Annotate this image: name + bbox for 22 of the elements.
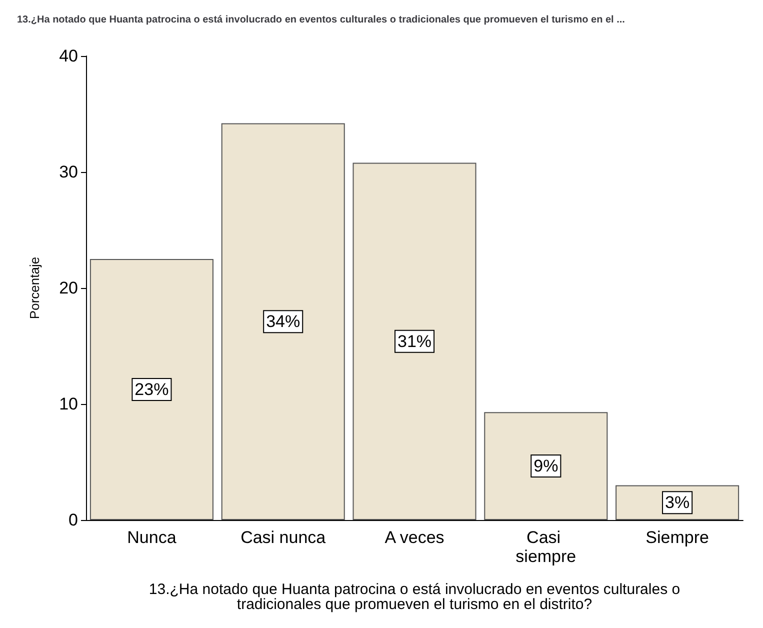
x-tick-label: Nunca [127,528,177,547]
x-tick-label: Siempre [646,528,709,547]
bar [90,259,214,520]
y-tick-label: 30 [59,162,78,182]
y-tick-label: 40 [59,46,78,66]
data-label: 9% [534,456,558,476]
y-axis-title: Porcentaje [27,256,42,320]
y-tick-label: 20 [59,278,78,298]
data-label: 23% [134,380,169,399]
data-label: 31% [397,332,432,351]
bar [352,162,476,520]
bar [221,123,345,520]
x-tick-label: A veces [384,528,444,547]
x-axis-title: 13.¿Ha notado que Huanta patrocina o está involucrado en eventos culturales o tradicionales que promueven el turismo en el distrito? [148,581,680,613]
y-tick-label: 0 [68,510,78,530]
chart-title: 13.¿Ha notado que Huanta patrocina o está involucrado en eventos culturales o tradicionales que promueven el turismo en el ... [17,14,626,26]
x-tick-label: Casi siempre [516,528,576,566]
data-label: 34% [266,312,300,332]
x-tick-label: Casi nunca [240,528,326,547]
data-label: 3% [665,493,690,512]
y-tick-label: 10 [59,394,78,414]
bar [484,412,608,520]
